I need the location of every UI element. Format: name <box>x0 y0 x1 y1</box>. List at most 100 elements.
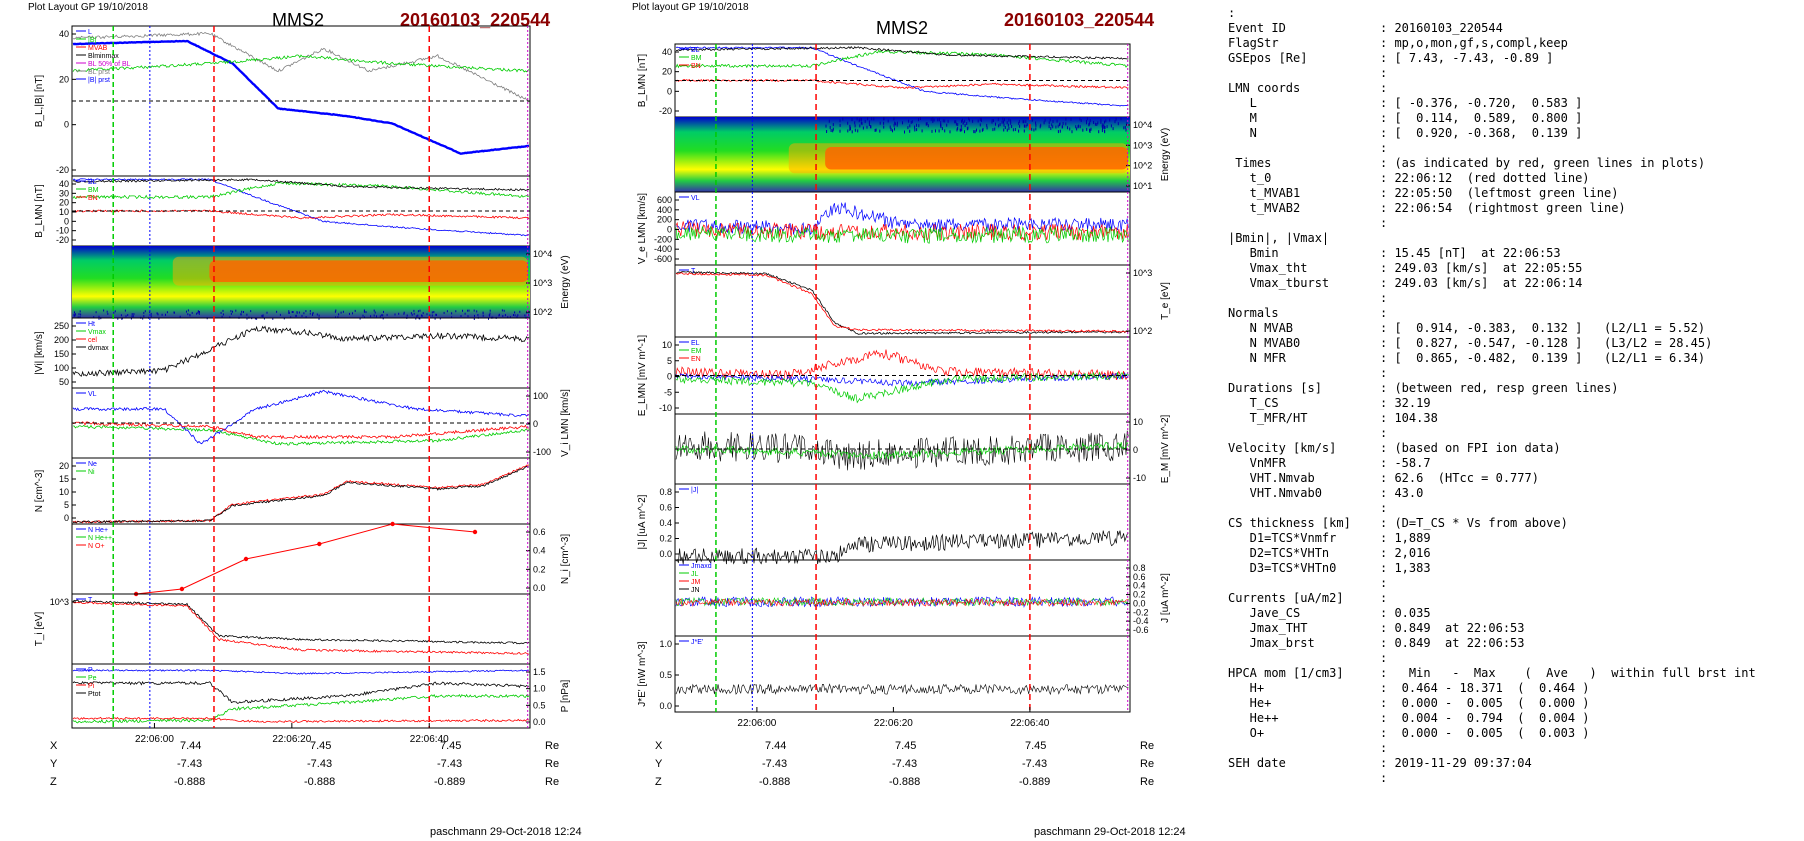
panel-frame <box>71 523 531 595</box>
spectrogram-speck <box>859 118 861 121</box>
spectrogram-speck <box>941 127 943 131</box>
info-key: He+ <box>1228 696 1272 710</box>
spectrogram-speck <box>196 312 198 315</box>
pos-value: -7.43 <box>177 758 203 770</box>
spectrogram-speck <box>860 121 862 125</box>
spectrogram-speck <box>1062 122 1064 125</box>
series-VN <box>73 424 530 446</box>
spectrogram-speck <box>291 311 293 313</box>
series-BN <box>675 78 1129 90</box>
y-tick-label: 1.0 <box>659 639 672 649</box>
spectrogram-speck <box>1109 118 1111 122</box>
spectrogram-speck <box>890 128 892 132</box>
y-tick-label: 10^3 <box>1133 140 1152 150</box>
info-row: t_MVAB2: 22:06:54 (rightmost green line) <box>1228 201 1798 216</box>
info-key: Velocity [km/s] <box>1228 441 1337 455</box>
spectrogram-speck <box>883 125 885 129</box>
panel-JLMN: 0.80.60.40.20.0-0.2-0.4-0.6 J [uA m^-2] Jm… <box>674 559 1171 637</box>
spectrogram-speck <box>406 314 408 317</box>
spectrogram-speck <box>1040 123 1042 127</box>
spectrogram-speck <box>1001 120 1003 124</box>
legend-label: |J| <box>691 487 698 494</box>
spectrogram-speck <box>962 121 964 125</box>
spectrogram-speck <box>1112 127 1114 131</box>
spectrogram-speck <box>847 129 849 133</box>
y-tick-label: 0.5 <box>533 700 546 710</box>
spectrogram-speck <box>296 311 298 314</box>
info-row: Durations [s]: (between red, resp green … <box>1228 381 1798 396</box>
info-row: T_CS: 32.19 <box>1228 396 1798 411</box>
y-axis-label: N_i [cm^-3] <box>560 534 571 584</box>
spectrogram-speck <box>1039 125 1041 129</box>
spectrogram-speck <box>316 313 318 316</box>
info-row: Event ID: 20160103_220544 <box>1228 21 1798 36</box>
pos-value: -7.43 <box>1022 758 1048 770</box>
x-tick-label: 22:06:00 <box>737 718 776 729</box>
pos-unit: Re <box>1140 776 1155 788</box>
info-key: LMN coords <box>1228 81 1301 95</box>
spectrogram-speck <box>856 117 858 121</box>
spectrogram-speck <box>124 309 126 312</box>
legend-label: EN <box>691 356 701 363</box>
spectrogram-speck <box>1102 123 1104 127</box>
series-Ne <box>72 464 530 524</box>
spectrogram-speck <box>298 311 300 314</box>
spectrogram-speck <box>879 129 881 133</box>
spectrogram-speck <box>127 314 129 316</box>
spectrogram-speck <box>464 312 466 315</box>
info-value: : [ 0.914, -0.383, 0.132 ] (L2/L1 = 5.52… <box>1380 321 1706 335</box>
spectrogram-speck <box>121 317 123 320</box>
legend-label: EL <box>691 340 700 347</box>
info-key: CS thickness [km] <box>1228 516 1351 530</box>
info-value: : <box>1380 366 1388 380</box>
spectrogram-speck <box>338 313 340 316</box>
info-key: T_MFR/HT <box>1228 411 1308 425</box>
spectrogram-speck <box>507 316 509 319</box>
spectrogram-speck <box>1003 118 1005 122</box>
info-key: Vmax_tht <box>1228 261 1308 275</box>
info-value: : [ 0.827, -0.547, -0.128 ] (L3/L2 = 28.… <box>1380 336 1713 350</box>
spectrogram-speck <box>161 313 163 316</box>
info-key: t_0 <box>1228 171 1272 185</box>
info-key: FlagStr <box>1228 36 1279 50</box>
spectrogram-speck <box>527 313 529 316</box>
pos-unit: Re <box>1140 758 1155 770</box>
info-value: : [ 0.920, -0.368, 0.139 ] <box>1380 126 1583 140</box>
spectrogram-speck <box>451 312 453 315</box>
y-tick-label: 100 <box>54 363 69 373</box>
info-key: Event ID <box>1228 21 1286 35</box>
spectrogram-speck <box>910 120 912 124</box>
info-key: HPCA mom [1/cm3] <box>1228 666 1344 680</box>
series-EM-green <box>675 441 1129 460</box>
y-tick-label: 250 <box>54 321 69 331</box>
spectrogram-speck <box>1089 119 1091 122</box>
info-value: : (D=T_CS * Vs from above) <box>1380 516 1568 530</box>
spectrogram-speck <box>1086 127 1088 131</box>
y-axis-label: T_i [eV] <box>34 612 45 647</box>
info-key: Vmax_tburst <box>1228 276 1330 290</box>
spectrogram-speck <box>1076 127 1078 131</box>
info-value: : <box>1380 81 1388 95</box>
legend-label: BL <box>88 179 97 186</box>
info-row: : <box>1228 741 1798 756</box>
spectrogram-speck <box>476 310 478 313</box>
panel-spec: 10^4 10^3 10^2 Energy (eV) <box>71 245 571 320</box>
info-key: |Bmin|, |Vmax| <box>1228 231 1330 245</box>
x-tick-label: 22:06:20 <box>272 734 311 745</box>
spectrogram-speck <box>197 311 199 314</box>
info-key: N MVAB0 <box>1228 336 1301 350</box>
spectrogram-speck <box>921 129 923 133</box>
info-leading: : <box>1228 6 1236 20</box>
spectrogram-speck <box>80 313 82 316</box>
info-value: : -58.7 <box>1380 456 1431 470</box>
y-tick-label: 0 <box>64 513 69 523</box>
y-tick-label: 0.2 <box>659 534 672 544</box>
info-row: N MVAB: [ 0.914, -0.383, 0.132 ] (L2/L1 … <box>1228 321 1798 336</box>
legend-label: Pi <box>88 683 95 690</box>
spectrogram-speck <box>187 309 189 312</box>
spectrogram-speck <box>938 129 940 133</box>
legend-label: cel <box>88 337 97 344</box>
spectrogram-speck <box>957 126 959 130</box>
spectrogram-speck <box>221 315 223 318</box>
